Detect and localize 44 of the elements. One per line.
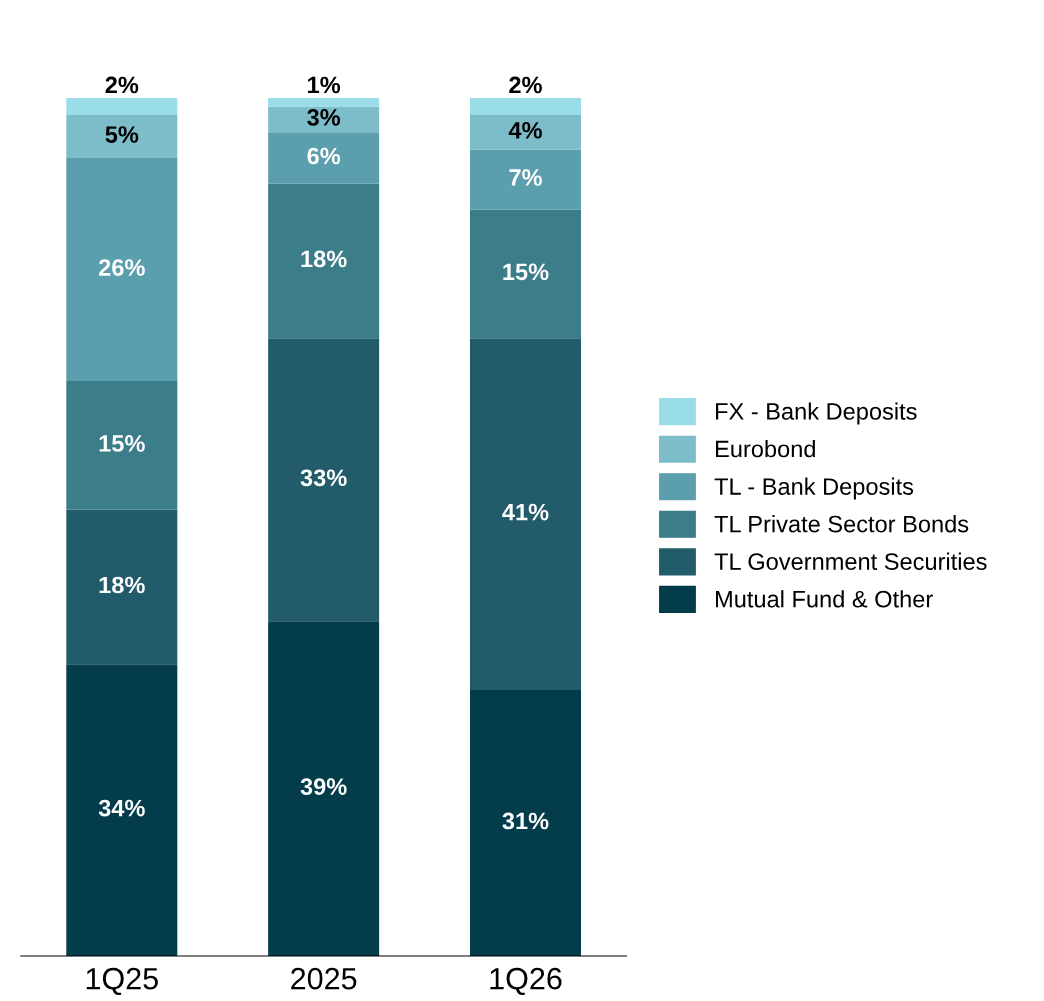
data-label: 2% [105,76,139,94]
data-label: 39% [300,778,347,796]
data-label: 1% [308,76,341,94]
data-label: 15% [503,263,549,281]
x-tick-label: 1Q26 [490,967,562,995]
legend-label: Mutual Fund & Other [716,590,933,608]
data-label: 7% [509,169,542,186]
bar [469,689,581,956]
data-label: 2% [509,76,542,94]
legend-label: TL Government Securities [714,552,987,570]
data-label: 41% [502,503,549,521]
legend-label: TL Private Sector Bonds [714,515,969,533]
data-label: 15% [99,435,145,452]
data-label: 6% [307,147,341,165]
bar [66,97,178,116]
bar [268,183,380,339]
data-label: 4% [508,121,542,139]
bar [469,115,581,150]
x-tick-label: 1Q25 [86,967,158,995]
legend-label: TL - Bank Deposits [714,477,914,500]
bar [469,209,581,339]
data-label: 31% [502,812,549,830]
data-label: 34% [98,799,145,817]
data-label: 3% [307,109,341,126]
bar [66,664,178,956]
data-label: 5% [105,126,139,143]
x-tick-label: 2025 [291,967,357,990]
bar [66,509,178,665]
bar [469,97,581,116]
bar [268,97,380,107]
bar [469,149,581,210]
bar [66,158,178,382]
data-label: 18% [99,576,145,594]
bar [66,381,178,510]
data-label: 33% [300,469,347,487]
bar [66,115,178,159]
bar [268,132,380,184]
bar [268,338,380,622]
legend-label: Eurobond [716,439,815,458]
legend-label: FX - Bank Deposits [716,402,917,425]
bar [469,338,581,690]
data-label: 18% [301,250,347,268]
data-label: 26% [98,259,145,276]
bar [268,621,380,956]
